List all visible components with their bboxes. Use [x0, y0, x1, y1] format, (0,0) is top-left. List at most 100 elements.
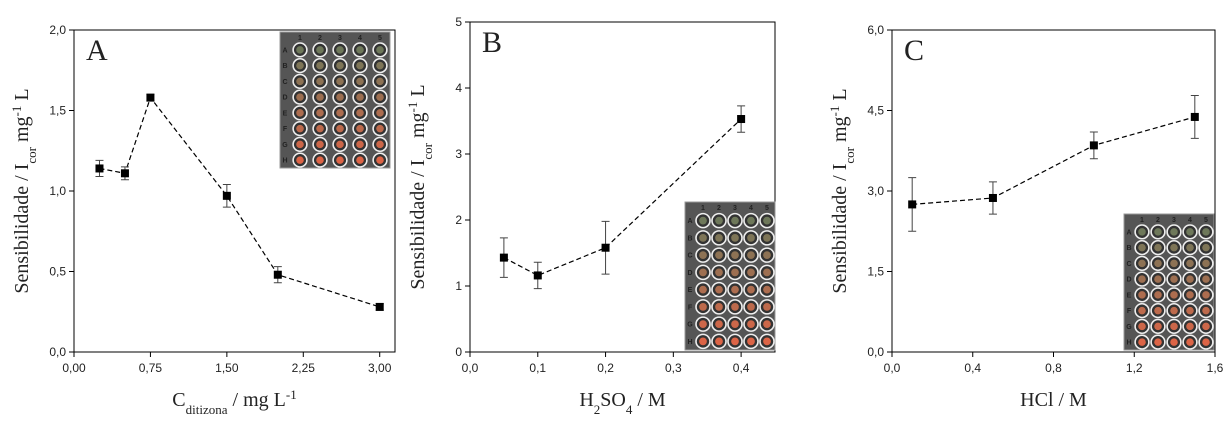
x-axis-label-part: HCl / M: [1020, 389, 1087, 411]
y-axis-label-part: mg: [829, 116, 851, 147]
x-tick-label: 0,2: [597, 361, 614, 375]
x-tick-label: 0,00: [62, 361, 86, 375]
y-axis-label-part: mg: [11, 116, 33, 147]
x-axis-label-part: ditizona: [186, 402, 228, 417]
well-fill: [1186, 322, 1194, 331]
x-axis-label-part: C: [172, 389, 185, 411]
well-fill: [356, 156, 364, 164]
data-point: [120, 169, 129, 178]
plate-row-label: F: [688, 304, 693, 311]
well-fill: [763, 234, 771, 242]
well-fill: [1202, 322, 1210, 331]
well-fill: [763, 337, 771, 346]
well-fill: [336, 140, 344, 149]
y-axis-label-part: L: [829, 88, 851, 105]
plate-row-label: H: [1126, 340, 1131, 347]
x-tick-label: 0,0: [462, 361, 479, 375]
well-fill: [715, 251, 723, 259]
y-axis-label-part: Sensibilidade / I: [829, 164, 851, 294]
well-fill: [376, 46, 384, 54]
well-fill: [699, 251, 707, 259]
well-fill: [715, 234, 723, 242]
x-tick-label: 0,75: [139, 361, 163, 375]
well-fill: [731, 285, 739, 294]
inset-plate: 1 2 3 4 5 A B C D E F G H: [1123, 213, 1215, 351]
well-fill: [1138, 338, 1146, 346]
x-tick-label: 0,8: [1045, 361, 1062, 375]
well-fill: [1154, 275, 1162, 283]
well-fill: [1186, 259, 1194, 268]
y-tick-label: 0,5: [49, 265, 66, 279]
well-fill: [316, 156, 324, 164]
y-tick-label: 0,0: [867, 345, 884, 359]
y-axis-label-part: -1: [9, 106, 24, 117]
plate-row-label: G: [282, 142, 288, 149]
well-fill: [1202, 259, 1210, 268]
plate-column-label: 4: [1188, 217, 1192, 224]
well-fill: [1202, 243, 1210, 252]
plate-row-label: A: [687, 218, 692, 225]
x-axis-label-part: H: [579, 389, 593, 411]
well-fill: [336, 156, 344, 164]
well-fill: [763, 285, 771, 294]
well-fill: [296, 156, 304, 164]
plate-column-label: 1: [701, 205, 705, 212]
plate-row-label: D: [1126, 277, 1131, 284]
well-fill: [296, 61, 304, 70]
well-fill: [316, 77, 324, 86]
well-fill: [1202, 275, 1210, 283]
y-tick-label: 1: [455, 279, 462, 293]
plate-column-label: 4: [749, 205, 753, 212]
data-point: [601, 243, 610, 252]
x-tick-label: 0,4: [964, 361, 981, 375]
plate-column-label: 3: [733, 205, 737, 212]
data-point: [908, 200, 917, 209]
well-fill: [1202, 291, 1210, 299]
data-point: [273, 270, 282, 279]
well-fill: [715, 337, 723, 346]
well-fill: [316, 109, 324, 117]
well-fill: [1202, 338, 1210, 346]
x-tick-label: 0,4: [733, 361, 750, 375]
plate-column-label: 4: [358, 35, 362, 42]
well-fill: [376, 93, 384, 101]
y-axis-label-part: L: [407, 84, 429, 101]
well-fill: [1170, 228, 1178, 236]
plate-column-label: 5: [765, 205, 769, 212]
x-tick-label: 3,00: [368, 361, 392, 375]
well-fill: [731, 320, 739, 328]
data-point: [1190, 112, 1199, 121]
plate-column-label: 2: [717, 205, 721, 212]
data-point: [533, 271, 542, 280]
well-fill: [356, 109, 364, 117]
well-fill: [296, 93, 304, 101]
x-tick-label: 1,6: [1207, 361, 1224, 375]
well-fill: [356, 124, 364, 133]
plate-row-label: D: [282, 95, 287, 102]
well-fill: [699, 303, 707, 311]
y-tick-label: 4,5: [867, 104, 884, 118]
well-fill: [699, 285, 707, 294]
well-fill: [699, 268, 707, 277]
plate-column-label: 5: [378, 35, 382, 42]
well-fill: [747, 234, 755, 242]
panel: 0,0 0,4 0,8 1,2 1,6 0,0 1,5 3,0 4,5 6,0 C HCl / M Se…: [827, 23, 1224, 411]
well-fill: [1154, 291, 1162, 299]
well-fill: [336, 77, 344, 86]
data-line: [912, 116, 1195, 206]
well-fill: [1154, 259, 1162, 268]
well-fill: [715, 268, 723, 277]
well-fill: [316, 61, 324, 70]
y-axis-label-part: Sensibilidade / I: [407, 160, 429, 290]
well-fill: [296, 46, 304, 54]
x-axis-label-part: / mg L: [228, 389, 286, 411]
x-axis-label-part: / M: [632, 389, 666, 411]
well-fill: [747, 320, 755, 328]
y-tick-label: 1,5: [867, 265, 884, 279]
well-fill: [336, 109, 344, 117]
y-tick-label: 0: [455, 345, 462, 359]
well-fill: [316, 46, 324, 54]
well-fill: [376, 124, 384, 133]
x-tick-label: 0,3: [665, 361, 682, 375]
